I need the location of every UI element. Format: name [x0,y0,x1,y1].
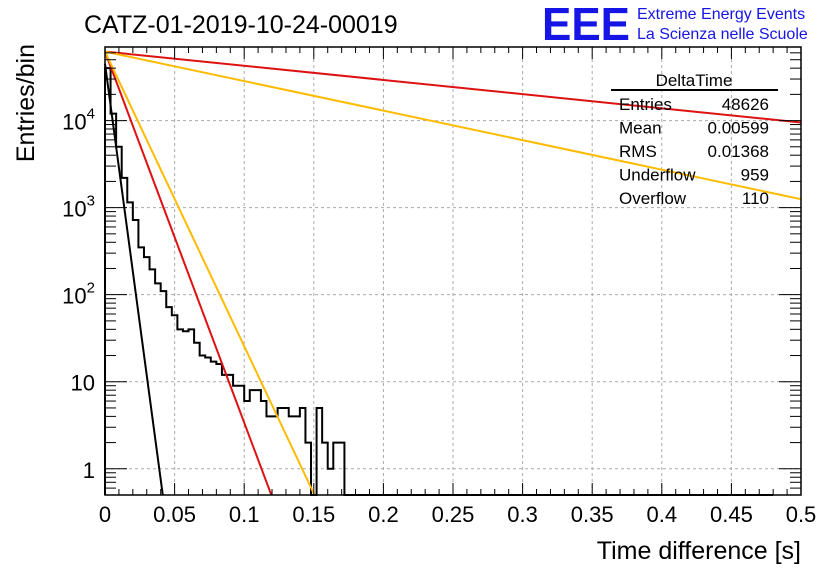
y-axis-label: Entries/bin [12,44,40,162]
stats-value-entries: 48626 [722,95,769,114]
stats-label-underflow: Underflow [619,166,696,185]
y-tick-label-4: 104 [62,106,95,135]
fit-line-2 [104,51,316,496]
y-tick-label-1: 10 [71,371,95,396]
stats-label-mean: Mean [619,119,662,138]
x-tick-labels: 0 0.05 0.1 0.15 0.2 0.25 0.3 0.35 0.4 0.45 0.5 [99,502,816,527]
eee-logo: EEE [542,0,630,50]
stats-value-rms: 0.01368 [708,142,769,161]
fit-line-3 [104,50,802,124]
fit-lines [104,50,802,496]
fit-line-1 [104,51,273,496]
x-tick-label-3: 0.15 [292,502,335,527]
fit-line-4 [104,50,802,201]
stats-value-mean: 0.00599 [708,119,769,138]
stats-label-overflow: Overflow [619,189,687,208]
y-tick-label-exp-3: 3 [87,193,95,210]
x-tick-label-5: 0.25 [432,502,475,527]
x-tick-label-6: 0.3 [507,502,538,527]
grid [105,47,801,495]
stats-box: DeltaTime Entries 48626 Mean 0.00599 RMS 0.01… [611,71,778,208]
x-tick-label-8: 0.4 [647,502,678,527]
stats-label-rms: RMS [619,142,657,161]
y-tick-label-0: 1 [83,458,95,483]
branding-line2: La Scienza nelle Scuole [637,26,808,43]
stats-value-overflow: 110 [742,189,769,208]
x-axis-label: Time difference [s] [597,537,801,565]
x-tick-label-9: 0.45 [710,502,753,527]
y-tick-label-exp-2: 2 [87,280,95,297]
histogram-line [104,67,774,496]
x-tick-label-0: 0 [99,502,111,527]
y-tick-label-exp-4: 4 [87,106,95,123]
x-tick-label-10: 0.5 [786,502,817,527]
branding-line1: Extreme Energy Events [637,6,805,23]
x-tick-label-1: 0.05 [153,502,196,527]
y-tick-label-base-2: 10 [62,284,86,309]
x-tick-label-2: 0.1 [229,502,260,527]
y-tick-label-2: 102 [62,280,95,309]
x-tick-label-4: 0.2 [368,502,399,527]
chart-title: CATZ-01-2019-10-24-00019 [84,11,398,39]
x-tick-label-7: 0.35 [571,502,614,527]
axes [104,46,802,496]
stats-label-entries: Entries [619,95,672,114]
stats-value-underflow: 959 [741,166,769,185]
histogram-series [104,67,774,496]
y-tick-label-3: 103 [62,193,95,222]
branding: EEE Extreme Energy Events La Scienza nel… [542,0,808,50]
y-tick-label-base-3: 10 [62,197,86,222]
y-tick-label-base-4: 10 [62,110,86,135]
stats-title: DeltaTime [656,71,733,90]
fit-line-0 [104,63,164,496]
